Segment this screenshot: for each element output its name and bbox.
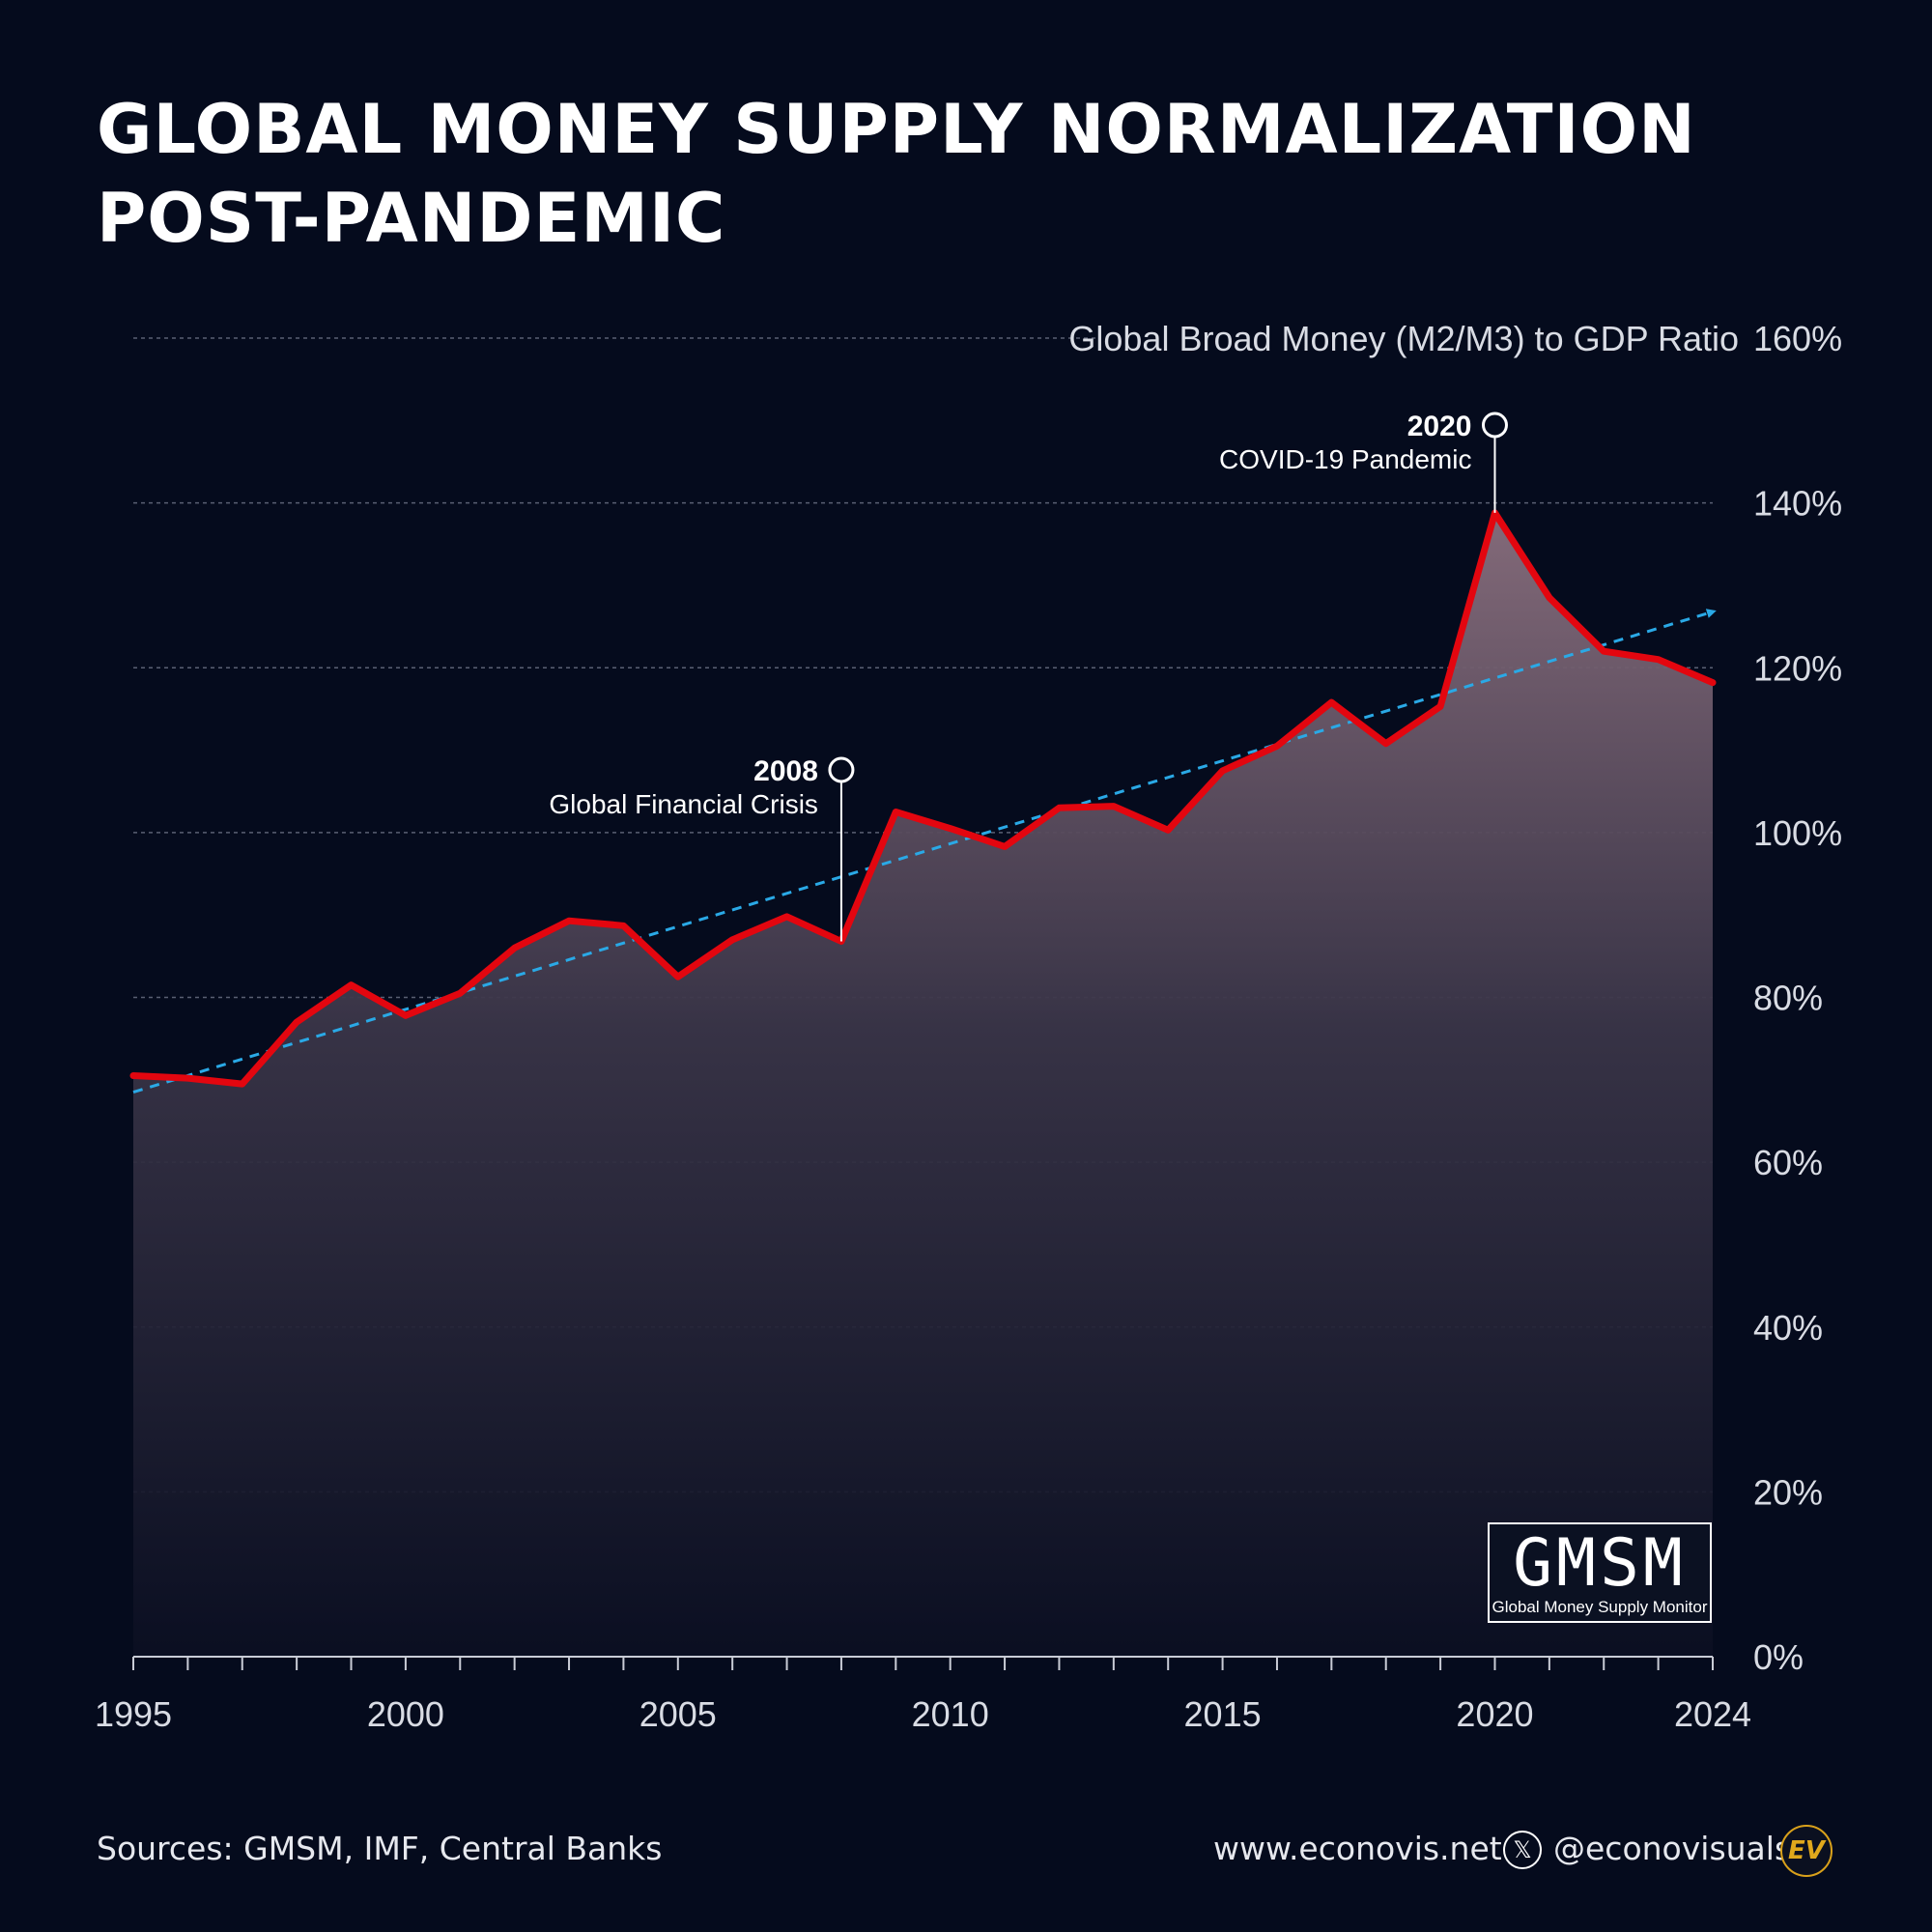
x-tick-label: 2005	[639, 1694, 717, 1734]
y-tick-label: 120%	[1753, 648, 1842, 688]
y-tick-label: 80%	[1753, 979, 1823, 1018]
x-tick-label: 1995	[95, 1694, 172, 1734]
x-tick-label: 2015	[1184, 1694, 1262, 1734]
trend-line	[132, 609, 1717, 1094]
brand-subtitle: Global Money Supply Monitor	[1492, 1598, 1708, 1616]
series-line	[129, 509, 1717, 1088]
source-text: Sources: GMSM, IMF, Central Banks	[97, 1830, 663, 1867]
title-line-2: POST-PANDEMIC	[97, 179, 726, 258]
website-link[interactable]: www.econovis.net	[1213, 1830, 1502, 1867]
y-tick-label: 160%	[1753, 319, 1842, 358]
y-tick-label: 60%	[1753, 1143, 1823, 1182]
y-axis: 0% 20% 40% 60% 80% 100% 120% 140% 160%	[1753, 319, 1842, 1677]
annotation-text: COVID-19 Pandemic	[1219, 444, 1471, 474]
y-tick-label: 0%	[1753, 1637, 1804, 1677]
x-axis: 1995 2000 2005 2010 2015 2020 2024	[95, 1656, 1751, 1734]
y-tick-label: 140%	[1753, 484, 1842, 524]
annotation-year: 2008	[753, 755, 818, 787]
ev-logo-icon: EV	[1780, 1825, 1833, 1877]
brand-logo: GMSM Global Money Supply Monitor	[1488, 1522, 1712, 1623]
annotation-marker	[828, 756, 855, 783]
x-tick-label: 2020	[1456, 1694, 1533, 1734]
brand-name: GMSM	[1513, 1525, 1687, 1602]
y-axis-label: Global Broad Money (M2/M3) to GDP Ratio	[1068, 319, 1739, 358]
x-tick-label: 2010	[912, 1694, 989, 1734]
y-tick-label: 40%	[1753, 1308, 1823, 1348]
social-handle[interactable]: @econovisuals	[1553, 1830, 1792, 1867]
x-tick-label: 2024	[1674, 1694, 1751, 1734]
x-logo-icon[interactable]: 𝕏	[1503, 1831, 1542, 1869]
annotation-marker	[1481, 412, 1508, 439]
chart-title: GLOBAL MONEY SUPPLY NORMALIZATION POST-P…	[97, 85, 1739, 263]
title-line-1: GLOBAL MONEY SUPPLY NORMALIZATION	[97, 90, 1696, 169]
x-tick-label: 2000	[367, 1694, 444, 1734]
y-tick-label: 20%	[1753, 1472, 1823, 1512]
y-tick-label: 100%	[1753, 813, 1842, 853]
area-fill	[133, 512, 1713, 1657]
annotation-text: Global Financial Crisis	[549, 789, 818, 819]
annotation-year: 2020	[1407, 411, 1472, 442]
